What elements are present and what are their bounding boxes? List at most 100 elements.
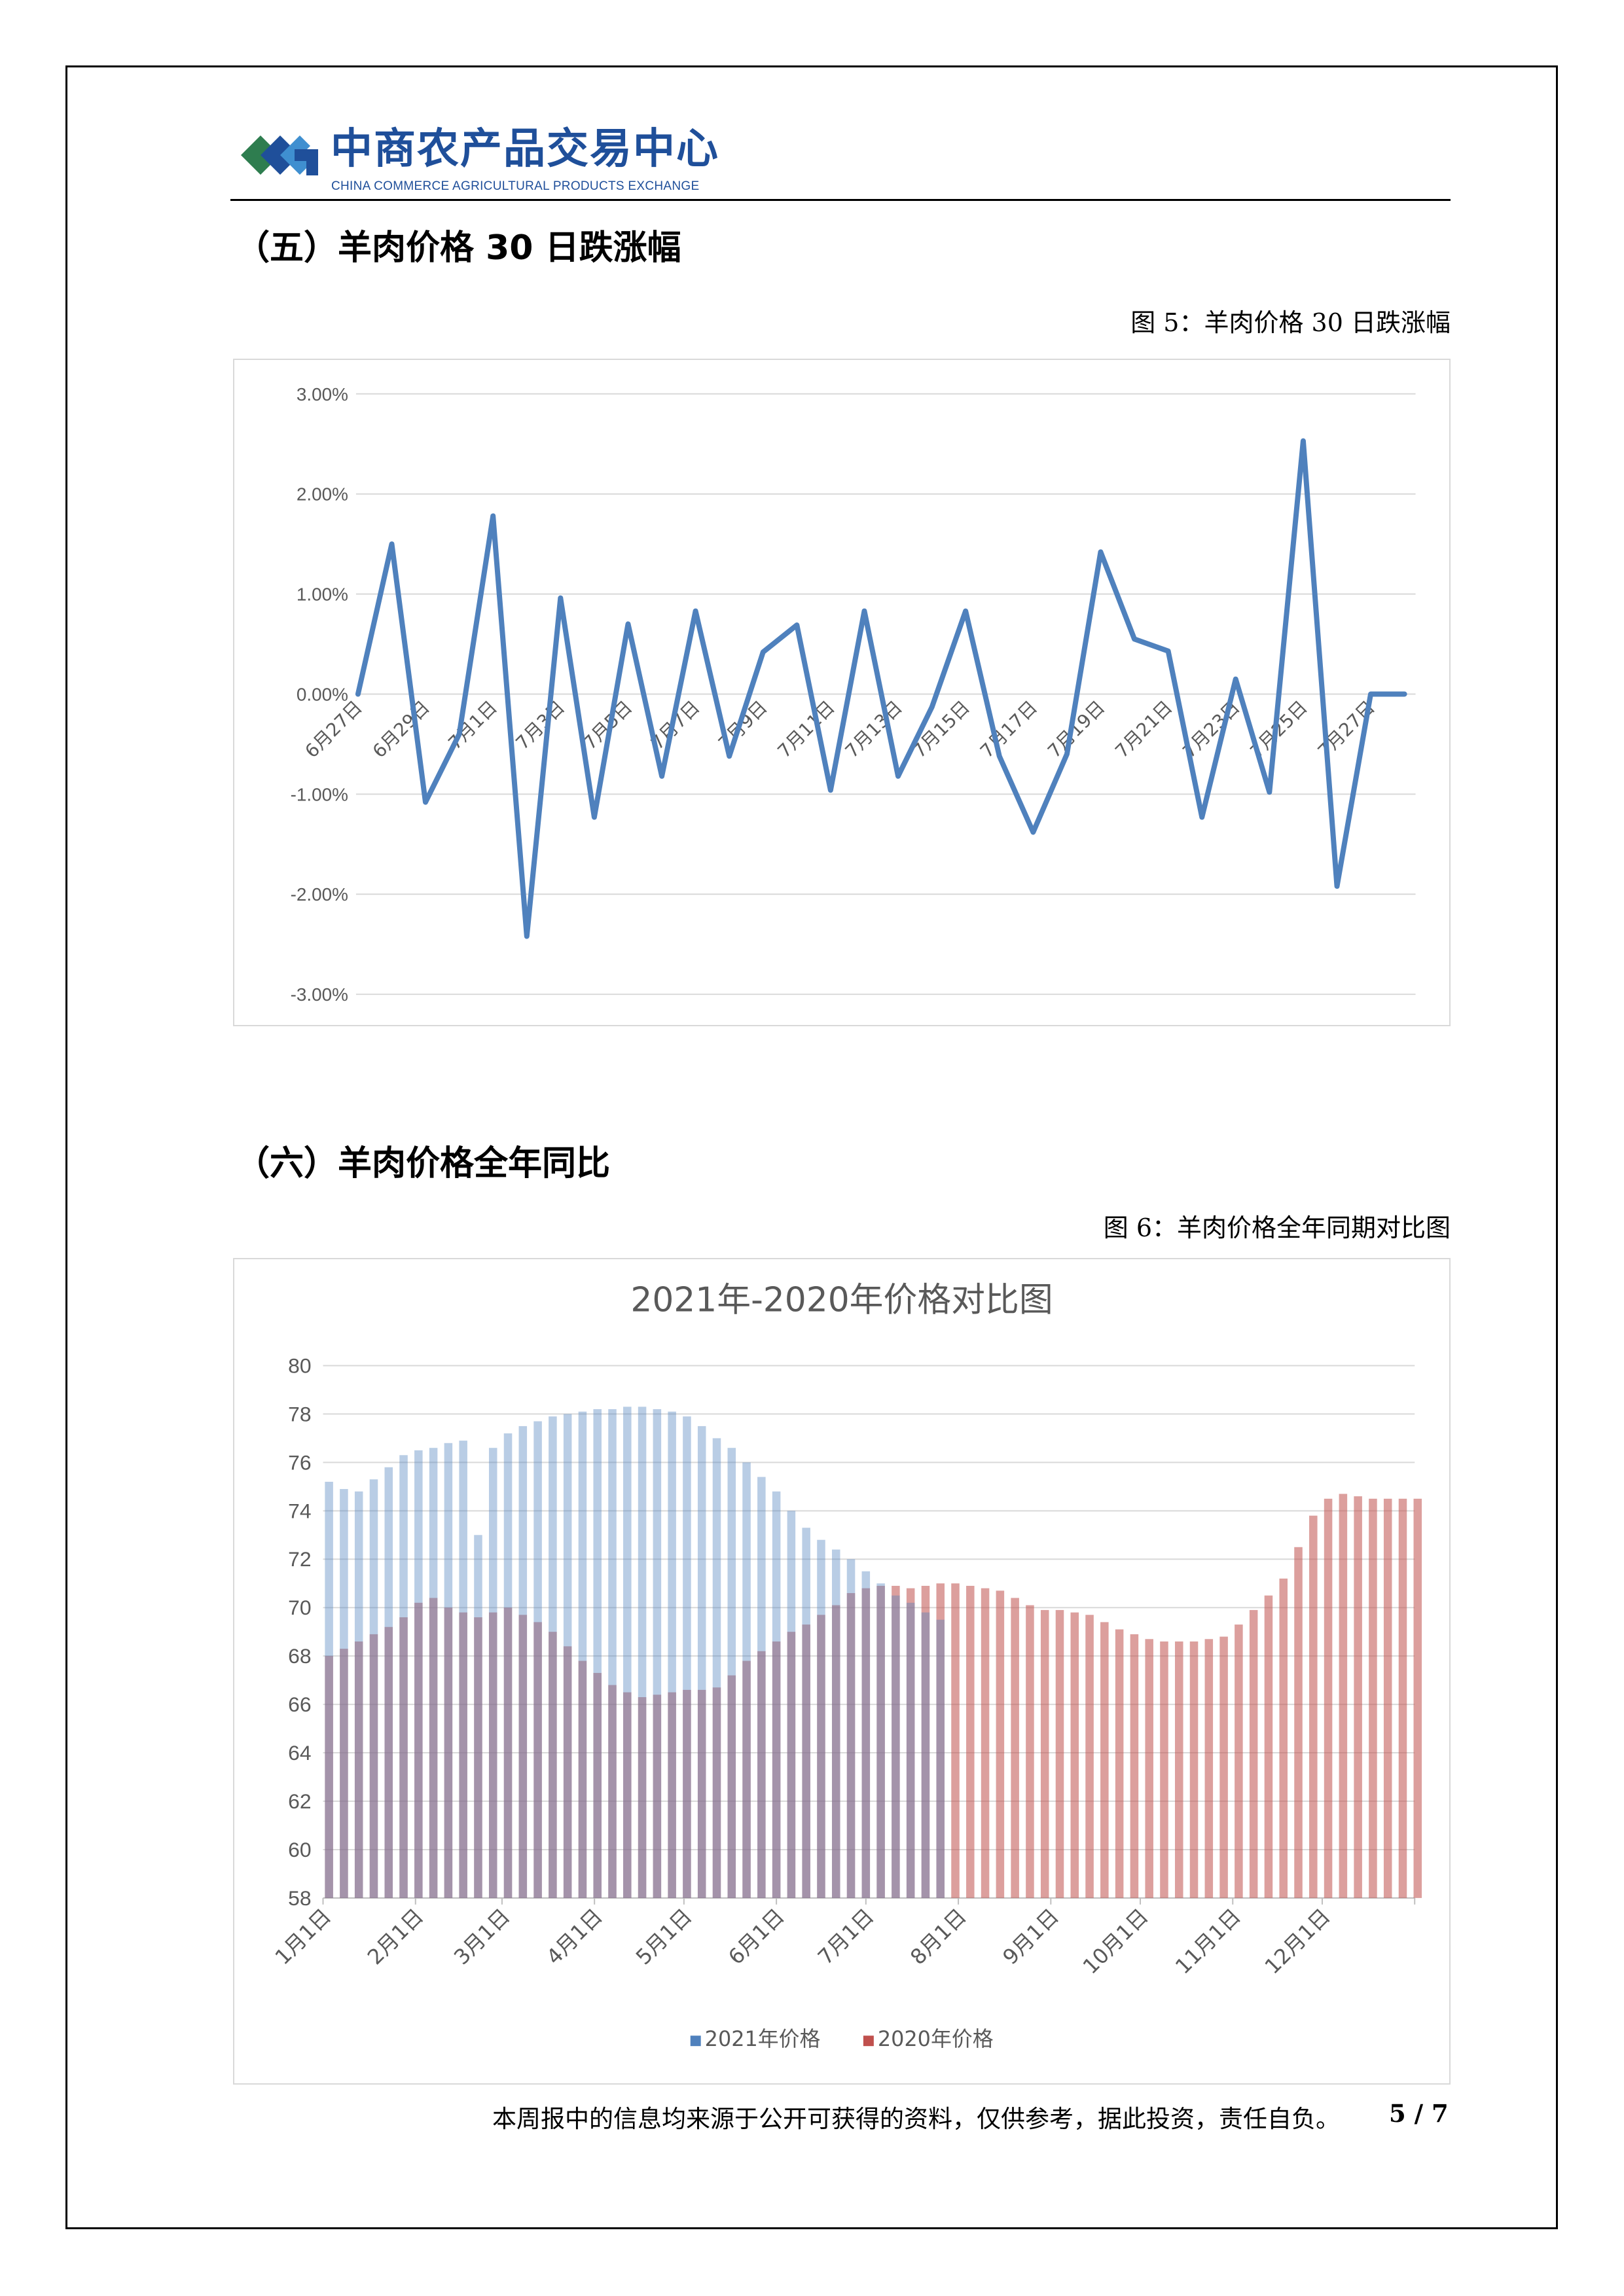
bar-2020 [1324, 1498, 1333, 1898]
bar-2020 [399, 1617, 408, 1898]
bar-2021 [488, 1448, 497, 1898]
bar-2020 [1354, 1496, 1362, 1898]
x-tick-label: 11月1日 [1170, 1904, 1246, 1979]
bar-2020 [1130, 1634, 1139, 1898]
bar-2020 [1100, 1622, 1109, 1898]
bar-2020 [831, 1605, 840, 1898]
chart-title: 2021年-2020年价格对比图 [630, 1281, 1053, 1320]
bar-2020 [638, 1697, 647, 1898]
bar-2021 [399, 1455, 408, 1898]
bar-2021 [340, 1489, 348, 1898]
x-tick-label: 12月1日 [1260, 1904, 1335, 1979]
bar-2020 [1369, 1498, 1377, 1898]
bar-2020 [1264, 1595, 1273, 1898]
bar-2020 [966, 1585, 975, 1898]
y-tick-label: 3.00% [297, 384, 348, 404]
data-point [830, 789, 831, 791]
bar-2020 [1174, 1641, 1183, 1898]
bar-2021 [817, 1539, 825, 1898]
x-tick-label: 7月13日 [841, 696, 907, 762]
bar-2021 [429, 1448, 438, 1898]
bar-2020 [936, 1583, 945, 1898]
x-tick-label: 7月21日 [1111, 696, 1176, 762]
bar-2021 [354, 1491, 363, 1898]
bar-2020 [1294, 1547, 1303, 1898]
bar-2020 [1339, 1494, 1348, 1898]
bar-2021 [459, 1441, 467, 1898]
bar-2020 [817, 1615, 825, 1898]
x-tick-label: 2月1日 [363, 1904, 429, 1970]
legend-swatch [690, 2036, 701, 2047]
bar-2021 [772, 1491, 781, 1898]
bar-2021 [549, 1416, 557, 1898]
y-tick-label: 72 [288, 1547, 311, 1571]
bar-2020 [354, 1641, 363, 1898]
section-title-price-change: （五）羊肉价格 30 日跌涨幅 [236, 228, 681, 268]
figure-caption-6: 图 6：羊肉价格全年同期对比图 [1103, 1213, 1451, 1242]
bar-2020 [981, 1588, 990, 1898]
y-tick-label: 2.00% [297, 484, 348, 505]
bar-2020 [1189, 1641, 1199, 1898]
bar-chart-yoy-comparison: 2021年-2020年价格对比图 80 78 76 74 72 70 68 66 64 62 60 58… [233, 1258, 1451, 2085]
bar-2021 [518, 1426, 528, 1898]
bar-2021 [742, 1462, 751, 1898]
bar-2020 [1235, 1624, 1243, 1898]
bar-2020 [1160, 1641, 1168, 1898]
bar-2020 [1279, 1578, 1288, 1898]
legend-swatch [863, 2036, 874, 2047]
bar-2020 [1040, 1609, 1049, 1898]
bar-2020 [518, 1615, 528, 1898]
bar-2021 [727, 1448, 736, 1898]
bar-2021 [936, 1619, 945, 1898]
bar-2020 [444, 1607, 453, 1898]
data-point [1269, 791, 1270, 793]
y-tick-label: -3.00% [291, 984, 348, 1005]
bar-2020 [772, 1641, 781, 1898]
data-point [391, 543, 392, 545]
series-line [355, 438, 1407, 939]
bar-2020 [623, 1692, 632, 1898]
line-chart-30day-change: 3.00% 2.00% 1.00% 0.00% -1.00% -2.00% -3.00% 6月… [233, 359, 1451, 1026]
bar-2020 [340, 1649, 348, 1898]
x-tick-label: 6月29日 [369, 696, 434, 762]
bar-2020 [1011, 1598, 1019, 1898]
bar-2021 [608, 1409, 617, 1898]
legend-label: 2021年价格 [705, 2026, 821, 2051]
data-point [931, 706, 933, 708]
figure-caption-5: 图 5：羊肉价格 30 日跌涨幅 [1130, 308, 1451, 337]
y-tick-label: 60 [288, 1838, 311, 1861]
bar-2020 [1070, 1612, 1079, 1898]
line-chart-svg: 3.00% 2.00% 1.00% 0.00% -1.00% -2.00% -3.00% 6月… [291, 384, 1416, 1005]
bar-2021 [757, 1477, 766, 1898]
bar-2020 [892, 1585, 900, 1898]
x-tick-label: 5月1日 [631, 1904, 697, 1970]
x-tick-label: 8月1日 [905, 1904, 971, 1970]
bar-2020 [757, 1651, 766, 1898]
x-tick-label: 7月1日 [813, 1904, 879, 1970]
bar-2020 [578, 1660, 587, 1898]
x-tick-label: 10月1日 [1078, 1904, 1153, 1979]
page-border [65, 65, 1558, 2229]
bar-2020 [563, 1646, 572, 1898]
x-tick-label: 7月11日 [773, 696, 839, 762]
y-tick-label: 64 [288, 1741, 311, 1765]
x-tick-label: 9月1日 [998, 1904, 1064, 1970]
exchange-logo [241, 135, 318, 175]
bar-2020 [503, 1607, 513, 1898]
y-tick-label: 66 [288, 1693, 311, 1716]
bar-2021 [474, 1535, 482, 1898]
data-point [999, 755, 1000, 757]
bar-2021 [861, 1571, 871, 1898]
bar-2021 [503, 1433, 513, 1898]
bar-2021 [638, 1407, 647, 1898]
bar-2020 [474, 1617, 482, 1898]
bar-2020 [1055, 1609, 1064, 1898]
bar-2021 [533, 1421, 542, 1898]
data-point [1066, 753, 1068, 755]
bar-2020 [1204, 1639, 1214, 1898]
bar-2020 [846, 1593, 856, 1898]
bar-2020 [414, 1602, 423, 1898]
bar-2021 [593, 1409, 602, 1898]
x-tick-label: 6月1日 [723, 1904, 789, 1970]
x-tick-label: 4月1日 [541, 1904, 607, 1970]
